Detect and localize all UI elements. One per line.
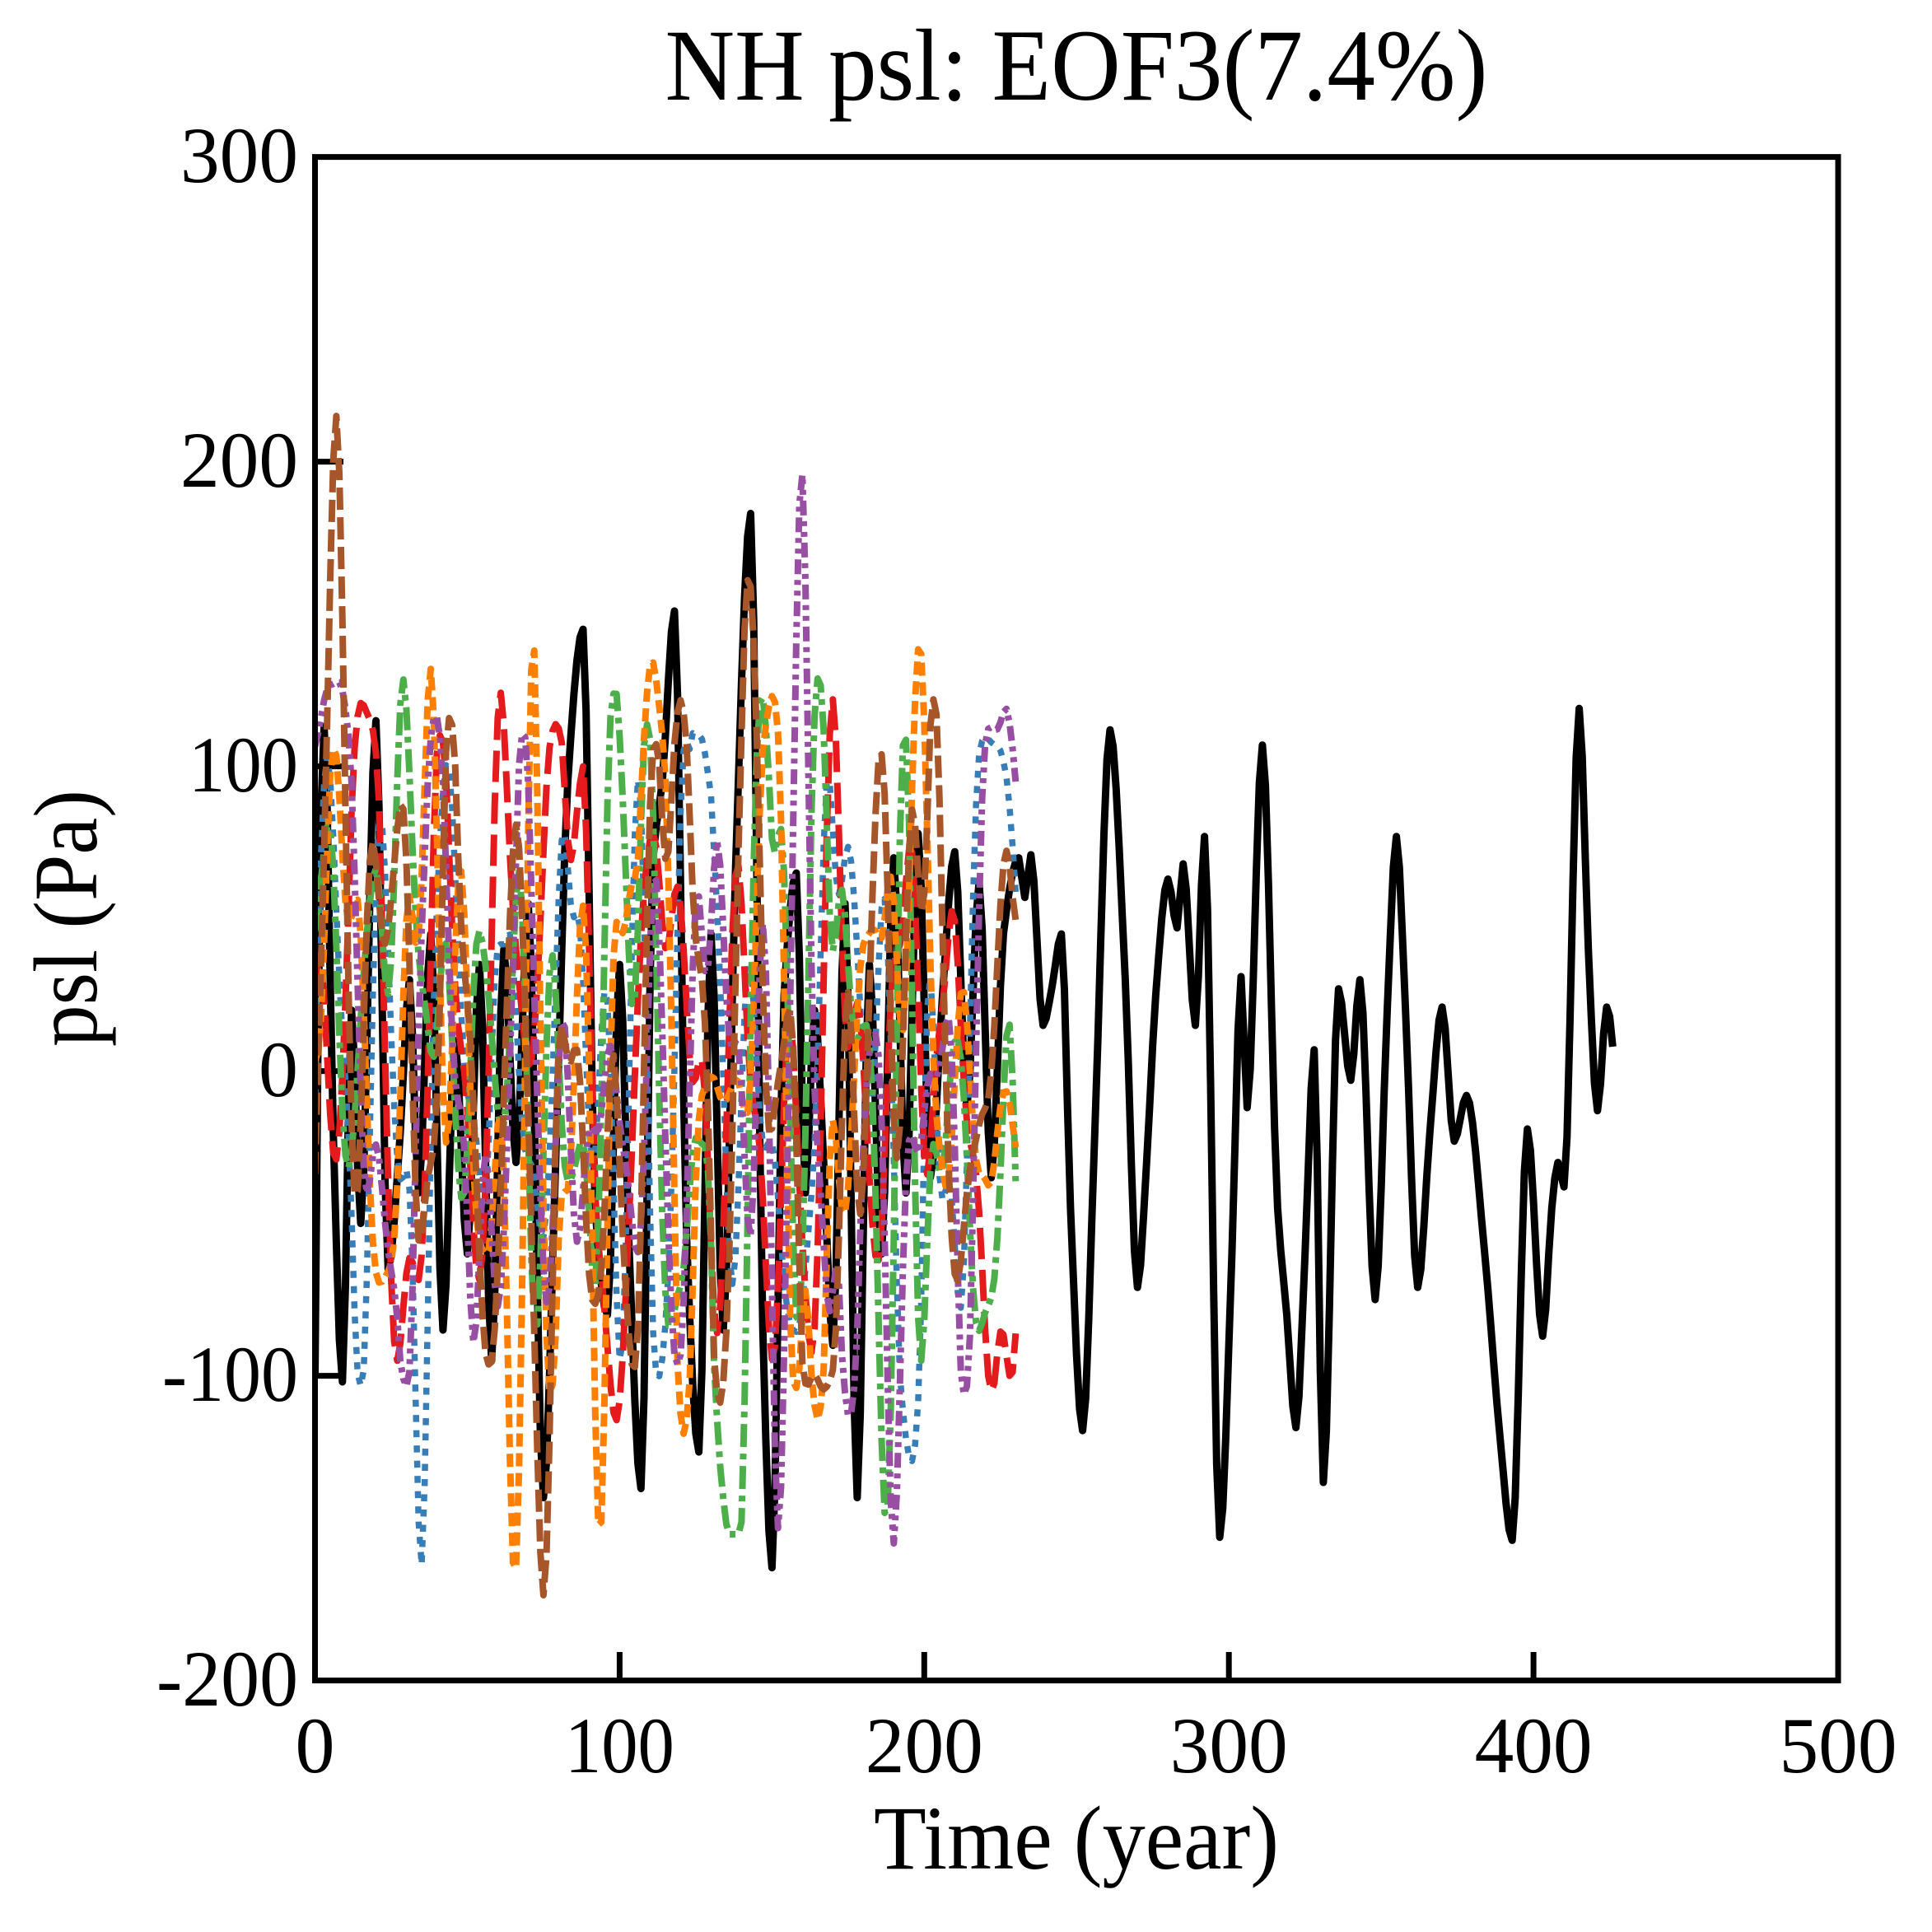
svg-text:200: 200 [866,1701,983,1790]
svg-text:0: 0 [296,1701,335,1790]
svg-text:-200: -200 [156,1635,298,1723]
svg-text:300: 300 [1170,1701,1288,1790]
svg-text:400: 400 [1475,1701,1593,1790]
svg-text:300: 300 [180,111,298,199]
svg-text:0: 0 [259,1025,298,1113]
svg-text:-100: -100 [162,1330,298,1418]
svg-text:500: 500 [1780,1701,1897,1790]
svg-text:200: 200 [180,416,298,504]
svg-text:100: 100 [565,1701,674,1790]
svg-text:Time (year): Time (year) [874,1788,1279,1888]
svg-text:NH psl: EOF3(7.4%): NH psl: EOF3(7.4%) [665,9,1488,122]
svg-text:psl (Pa): psl (Pa) [16,790,116,1047]
svg-text:100: 100 [189,721,298,809]
